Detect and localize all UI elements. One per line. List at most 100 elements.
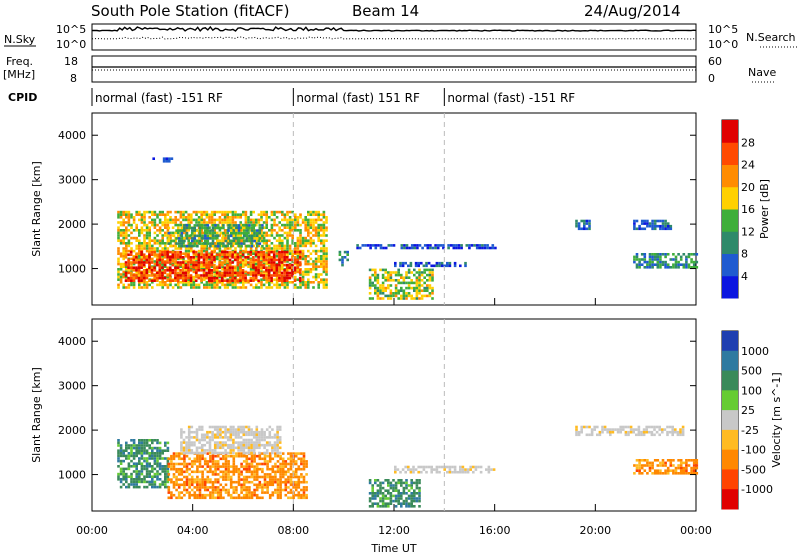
power-cell (317, 231, 320, 235)
vel-cell (685, 466, 688, 470)
power-colorbar-tick: 4 (741, 270, 748, 283)
vel-cell (170, 467, 173, 471)
power-cell (312, 229, 315, 232)
power-cell (158, 239, 162, 242)
vel-cell (661, 428, 664, 431)
power-cell (236, 261, 240, 264)
vel-cell (679, 459, 683, 462)
power-cell (275, 266, 279, 269)
vel-cell (656, 469, 660, 472)
vel-cell (222, 454, 225, 458)
vel-cell (258, 436, 261, 439)
power-cell (203, 278, 206, 281)
power-cell (179, 269, 182, 272)
power-cell (301, 252, 305, 255)
power-cell (161, 286, 164, 289)
power-cell (205, 210, 209, 214)
vel-cell (276, 436, 279, 439)
cpid-segment-label: normal (fast) -151 RF (95, 91, 223, 105)
power-cell (213, 281, 216, 284)
vel-cell (219, 470, 223, 474)
vel-cell (302, 496, 306, 500)
power-cell (150, 253, 154, 256)
power-cell (213, 266, 216, 269)
power-cell (272, 250, 276, 254)
power-cell (296, 229, 300, 232)
vel-cell (122, 470, 125, 473)
vel-cell (271, 428, 274, 431)
power-cell (296, 218, 300, 222)
power-cell (249, 279, 253, 282)
power-cell (382, 246, 385, 250)
power-cell (653, 219, 657, 223)
power-cell (418, 273, 421, 277)
power-cell (174, 271, 177, 275)
power-cell (226, 260, 229, 263)
vel-cell (203, 467, 207, 471)
vel-cell (229, 428, 233, 431)
vel-cell (206, 436, 209, 439)
power-cell (164, 244, 167, 248)
power-cell (161, 255, 164, 258)
vel-cell (575, 428, 578, 431)
vel-cell (145, 441, 149, 445)
vel-cell (302, 486, 306, 489)
power-cell (227, 234, 230, 238)
freq-tick-high: 18 (64, 55, 78, 68)
power-cell (142, 271, 146, 275)
power-cell (234, 252, 237, 255)
power-cell (294, 226, 297, 229)
vel-cell (305, 460, 308, 463)
power-cell (320, 265, 323, 268)
power-cell (155, 253, 159, 256)
power-cell (203, 286, 206, 289)
vel-cell (119, 472, 123, 476)
power-cell (248, 244, 251, 248)
power-cell (407, 281, 411, 285)
power-cell (138, 218, 141, 222)
power-cell (242, 265, 245, 268)
power-cell (135, 276, 138, 280)
power-cell (343, 250, 347, 254)
vel-cell (211, 430, 214, 434)
power-cell (291, 223, 294, 227)
x-tick-label: 12:00 (378, 524, 410, 537)
vel-cell (153, 457, 157, 460)
power-cell (195, 218, 198, 222)
vel-cell (276, 425, 279, 429)
vel-cell (167, 486, 171, 489)
power-cell (234, 268, 237, 271)
power-cell (174, 250, 177, 254)
vel-cell (263, 433, 266, 437)
power-cell (189, 256, 193, 259)
vel-cell (221, 443, 225, 447)
power-cell (185, 237, 189, 240)
power-cell (281, 262, 284, 266)
velocity-colorbar-swatch (722, 410, 738, 431)
vel-cell (616, 428, 620, 431)
vel-cell (661, 461, 665, 465)
vel-cell (263, 446, 266, 450)
power-cell (135, 229, 138, 232)
vel-cell (148, 452, 151, 455)
vel-cell (156, 470, 159, 473)
power-cell (257, 273, 261, 276)
power-cell (638, 224, 641, 228)
power-cell (184, 279, 188, 282)
power-cell (394, 273, 398, 277)
vel-cell (266, 454, 269, 458)
power-cell (674, 258, 678, 261)
vel-cell (271, 467, 275, 471)
power-cell (143, 283, 146, 287)
power-cell (304, 226, 307, 229)
vel-cell (201, 480, 204, 484)
power-cell (213, 279, 216, 282)
vel-cell (177, 470, 181, 474)
power-cell (158, 283, 162, 287)
vel-cell (198, 462, 202, 466)
power-cell (638, 260, 641, 264)
vel-cell (193, 496, 197, 500)
vel-cell (232, 491, 236, 494)
vel-cell (685, 461, 688, 465)
vel-cell (297, 452, 301, 455)
